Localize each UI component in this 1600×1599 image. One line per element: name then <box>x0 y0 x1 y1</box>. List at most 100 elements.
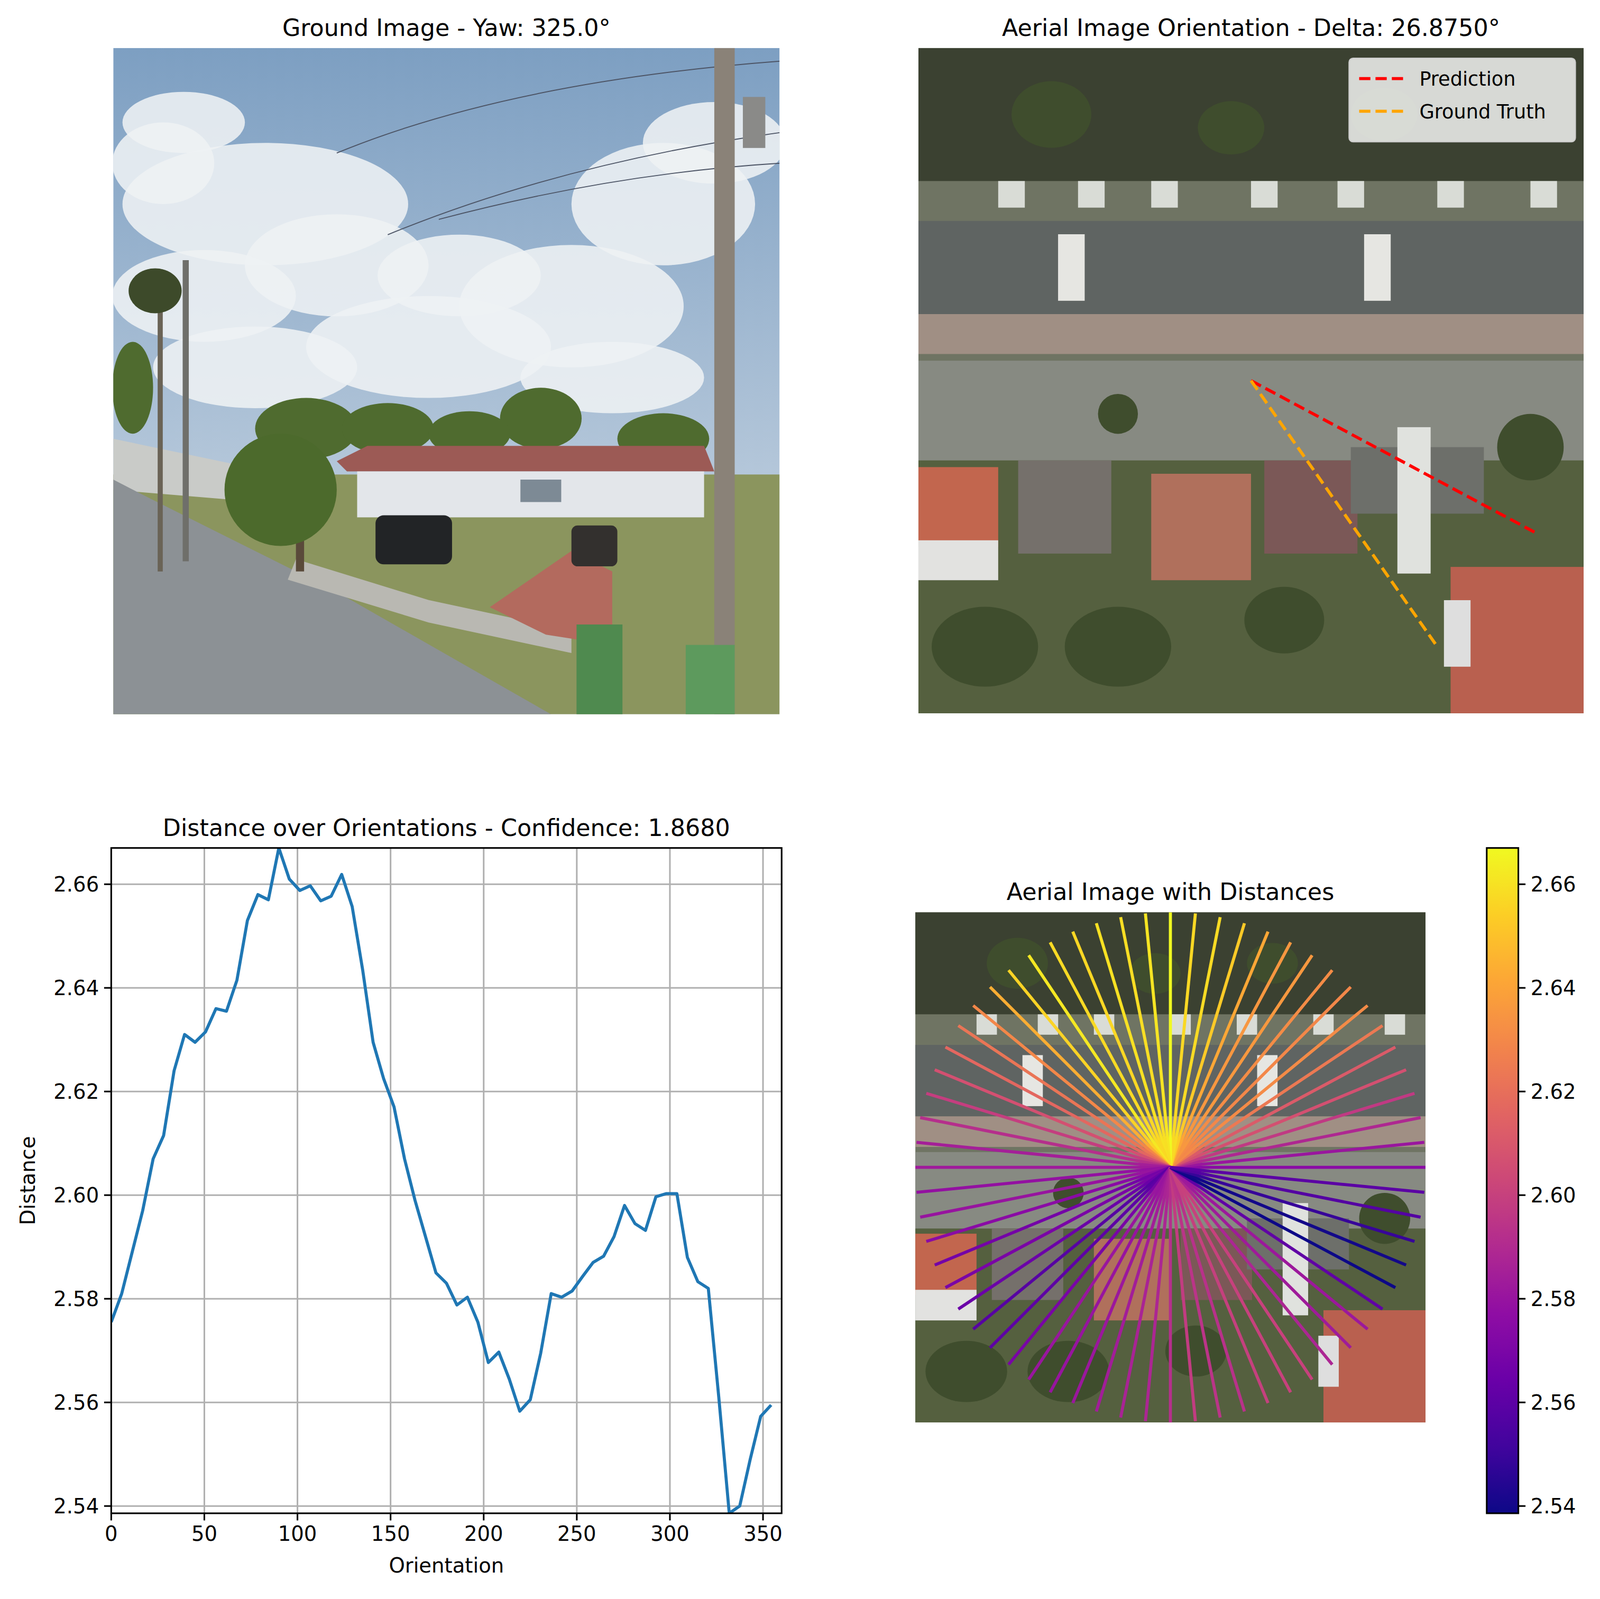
tick <box>110 1513 113 1521</box>
data-layer <box>111 848 771 1514</box>
radial-line <box>1170 1167 1407 1266</box>
tick-label: 2.62 <box>53 1079 99 1104</box>
radial-line <box>934 1069 1171 1168</box>
aerial-patch <box>1444 600 1471 667</box>
tick-label: 350 <box>743 1521 783 1546</box>
tick-label: 2.64 <box>1530 976 1577 1000</box>
aerial-patch <box>918 48 1584 182</box>
aerial-tree <box>1027 1340 1109 1403</box>
aerial-tree <box>1197 100 1265 155</box>
tick-label: 2.60 <box>53 1183 99 1208</box>
palm-fronds <box>128 268 182 314</box>
aerial-patch <box>1251 180 1278 208</box>
tick <box>1518 1505 1526 1507</box>
aerial-tree <box>1011 81 1092 149</box>
house-wall <box>356 471 704 518</box>
grid-line <box>389 848 392 1514</box>
radial-line <box>1170 1167 1313 1380</box>
aerial-photo <box>915 912 1426 1423</box>
aerial-patch <box>918 360 1584 461</box>
aerial-patch <box>1151 473 1252 581</box>
radial-line <box>1170 1167 1421 1218</box>
ground-photo <box>113 48 780 715</box>
panel: Ground Image - Yaw: 325.0° <box>112 14 786 715</box>
tick <box>104 1090 112 1093</box>
tick-label: 2.60 <box>1530 1183 1577 1208</box>
grid-line <box>668 848 671 1514</box>
palm-trunk <box>157 270 163 572</box>
aerial-patch <box>1078 180 1105 208</box>
radial-line <box>1170 1167 1368 1330</box>
tick-label: 2.64 <box>53 976 99 1000</box>
tick <box>482 1513 485 1521</box>
aerial-patch <box>1151 180 1178 208</box>
data-line <box>111 848 771 1514</box>
radial-line <box>1169 1167 1173 1423</box>
radial-line <box>920 1117 1171 1168</box>
tick <box>104 1505 112 1507</box>
tick-label: 2.58 <box>53 1286 99 1311</box>
tick <box>1518 1401 1526 1404</box>
tick <box>104 1401 112 1404</box>
radial-line <box>1170 931 1269 1168</box>
tick <box>104 1194 112 1197</box>
aerial-patch <box>1264 460 1358 554</box>
aerial-patch <box>1437 180 1464 208</box>
radial-line <box>915 1165 1171 1170</box>
grid-line <box>111 1298 782 1300</box>
tick <box>1518 987 1526 989</box>
transformer <box>742 96 766 148</box>
aerial-photo <box>918 48 1584 714</box>
x-label: Orientation <box>388 1553 504 1578</box>
tick <box>762 1513 765 1521</box>
radial-line <box>1170 970 1333 1168</box>
tick-label: 2.62 <box>1530 1079 1577 1104</box>
aerial-patch <box>1337 180 1365 208</box>
grid-line <box>111 1505 782 1507</box>
radial-line <box>973 1005 1171 1168</box>
grid-line <box>111 1401 782 1404</box>
tick <box>389 1513 392 1521</box>
grid-line <box>111 883 782 886</box>
orientation-line <box>1251 380 1539 535</box>
radial-line <box>1170 913 1196 1168</box>
tick <box>296 1513 299 1521</box>
aerial-patch <box>1364 234 1391 301</box>
tick <box>1518 1090 1526 1093</box>
aerial-patch <box>1384 1014 1406 1035</box>
radial-line <box>958 1167 1171 1310</box>
tick <box>668 1513 671 1521</box>
tick-label: 2.58 <box>1530 1286 1577 1311</box>
aerial-patch <box>915 912 1426 1423</box>
tick-label: 0 <box>104 1521 118 1546</box>
aerial-patch <box>918 314 1584 354</box>
figure: Ground Image - Yaw: 325.0°Aerial Image O… <box>0 0 1600 1599</box>
tick <box>104 1298 112 1300</box>
grid-line <box>111 1194 782 1197</box>
grid-line <box>575 848 578 1514</box>
tick <box>1518 1194 1526 1197</box>
panel: 0501001502002503003502.542.562.582.602.6… <box>15 814 783 1578</box>
radial-line <box>1072 1167 1171 1404</box>
title: Distance over Orientations - Confidence:… <box>162 814 731 842</box>
axes-frame <box>111 848 782 1514</box>
radial-line <box>1008 970 1171 1168</box>
radial-line <box>916 1142 1171 1167</box>
tick <box>1518 1298 1526 1300</box>
grid-line <box>203 848 206 1514</box>
plot-area <box>111 848 782 1514</box>
aerial-patch <box>1313 1014 1335 1035</box>
aerial-tree <box>925 1340 1007 1403</box>
panel: Aerial Image Orientation - Delta: 26.875… <box>918 14 1584 714</box>
tick-label: 2.54 <box>1530 1494 1577 1519</box>
tick-label: 2.56 <box>1530 1390 1577 1415</box>
aerial-patch <box>1018 460 1112 554</box>
y-label: Distance <box>15 1135 40 1226</box>
road <box>113 479 551 715</box>
panel: Aerial Image with Distances2.542.562.582… <box>915 848 1577 1519</box>
aerial-tree <box>1244 586 1324 654</box>
aerial-patch <box>918 540 999 581</box>
legend-box <box>1348 58 1576 142</box>
tick-label: 300 <box>650 1521 690 1546</box>
radial-line <box>1170 1167 1333 1365</box>
